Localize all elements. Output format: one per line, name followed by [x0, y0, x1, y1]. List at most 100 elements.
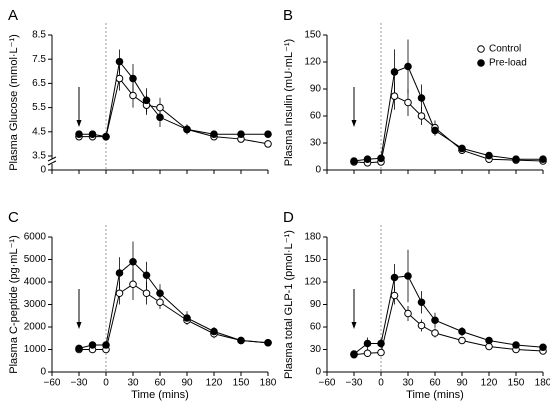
data-point [539, 155, 547, 163]
axis-break [47, 156, 57, 162]
y-tick-label: 30 [310, 138, 322, 149]
data-point [115, 289, 124, 298]
data-point [404, 272, 412, 280]
y-tick-label: 4.5 [32, 126, 46, 137]
data-point [156, 298, 164, 307]
data-point [363, 155, 372, 163]
y-tick-label: 90 [310, 84, 322, 95]
data-point [417, 94, 426, 102]
data-point [142, 96, 151, 105]
panel-label: A [8, 7, 18, 24]
data-point [417, 298, 426, 307]
data-point [75, 344, 83, 353]
y-tick-label: 1000 [24, 344, 47, 355]
data-point [431, 329, 439, 337]
y-tick-label: 0 [40, 165, 46, 176]
data-point [156, 113, 164, 122]
y-tick-label: 90 [310, 299, 322, 310]
data-point [458, 327, 466, 336]
x-tick-label: 150 [233, 378, 250, 389]
data-point [183, 314, 191, 322]
legend-label: Pre-load [489, 58, 527, 69]
data-point [115, 74, 124, 83]
y-tick-label: 5000 [24, 254, 47, 265]
x-axis-label: Time (mins) [131, 389, 189, 401]
meal-arrow-head [351, 120, 357, 127]
data-point [458, 144, 466, 153]
x-tick-label: 150 [508, 378, 525, 389]
y-tick-label: 5.5 [32, 102, 46, 113]
x-tick-label: 30 [402, 378, 414, 389]
data-point [264, 140, 272, 148]
y-tick-label: 120 [304, 57, 321, 68]
x-axis-label: Time (mins) [406, 389, 464, 401]
y-tick-label: 7.5 [32, 54, 46, 65]
data-point [102, 341, 110, 349]
y-axis-label: Plasma total GLP-1 (pmol·L⁻¹) [283, 230, 295, 379]
data-point [129, 257, 137, 266]
data-point [350, 157, 358, 165]
data-point [458, 336, 466, 345]
data-point [88, 341, 97, 349]
y-tick-label: 4000 [24, 277, 47, 288]
y-tick-label: 3000 [24, 299, 47, 310]
y-tick-label: 8.5 [32, 30, 46, 41]
x-tick-label: 120 [481, 378, 498, 389]
x-tick-label: −30 [71, 378, 88, 389]
data-point [390, 68, 399, 76]
data-point [115, 57, 124, 66]
data-point [417, 112, 426, 120]
y-axis-label: Plasma C-peptide (pg·mL⁻¹) [8, 235, 20, 373]
y-tick-label: 0 [315, 367, 321, 378]
series-line [353, 65, 543, 162]
y-tick-label: 0 [315, 165, 321, 176]
y-tick-label: 6000 [24, 232, 47, 243]
data-point [390, 273, 399, 282]
data-point [156, 289, 164, 298]
data-point [350, 350, 358, 358]
y-axis-label: Plasma Insulin (mU·mL⁻¹) [283, 39, 295, 166]
data-point [75, 130, 83, 139]
y-tick-label: 3.5 [32, 151, 46, 162]
y-tick-label: 150 [304, 254, 321, 265]
y-axis-label: Plasma Glucose (mmol·L⁻¹) [8, 34, 20, 171]
meal-arrow-head [351, 322, 357, 329]
data-point [431, 316, 439, 325]
data-point [377, 154, 385, 163]
x-tick-label: 0 [378, 378, 384, 389]
x-tick-label: −30 [346, 378, 363, 389]
data-point [237, 130, 245, 139]
meal-arrow-head [76, 322, 82, 329]
data-point [129, 91, 137, 100]
x-tick-label: 60 [154, 378, 166, 389]
data-point [512, 155, 520, 163]
x-tick-label: −60 [44, 378, 61, 389]
data-point [88, 130, 97, 139]
x-tick-label: 90 [181, 378, 193, 389]
data-point [183, 125, 191, 134]
y-tick-label: 180 [304, 232, 321, 243]
x-tick-label: 60 [429, 378, 441, 389]
x-tick-label: 0 [103, 378, 109, 389]
y-tick-label: 60 [310, 111, 322, 122]
x-tick-label: 120 [206, 378, 223, 389]
data-point [210, 327, 218, 336]
data-point [431, 126, 439, 135]
y-tick-label: 30 [310, 344, 322, 355]
data-point [264, 338, 272, 347]
y-tick-label: 150 [304, 30, 321, 41]
data-point [142, 289, 151, 298]
series-line [78, 261, 269, 349]
x-tick-label: −60 [319, 378, 336, 389]
legend-label: Control [489, 44, 521, 55]
data-point [156, 103, 164, 112]
data-point [417, 321, 426, 330]
data-point [377, 348, 385, 357]
x-tick-label: 90 [456, 378, 468, 389]
data-point [377, 339, 385, 348]
data-point [264, 130, 272, 139]
x-tick-label: 30 [127, 378, 139, 389]
data-point [129, 74, 137, 83]
data-point [390, 291, 399, 300]
y-tick-label: 60 [310, 322, 322, 333]
